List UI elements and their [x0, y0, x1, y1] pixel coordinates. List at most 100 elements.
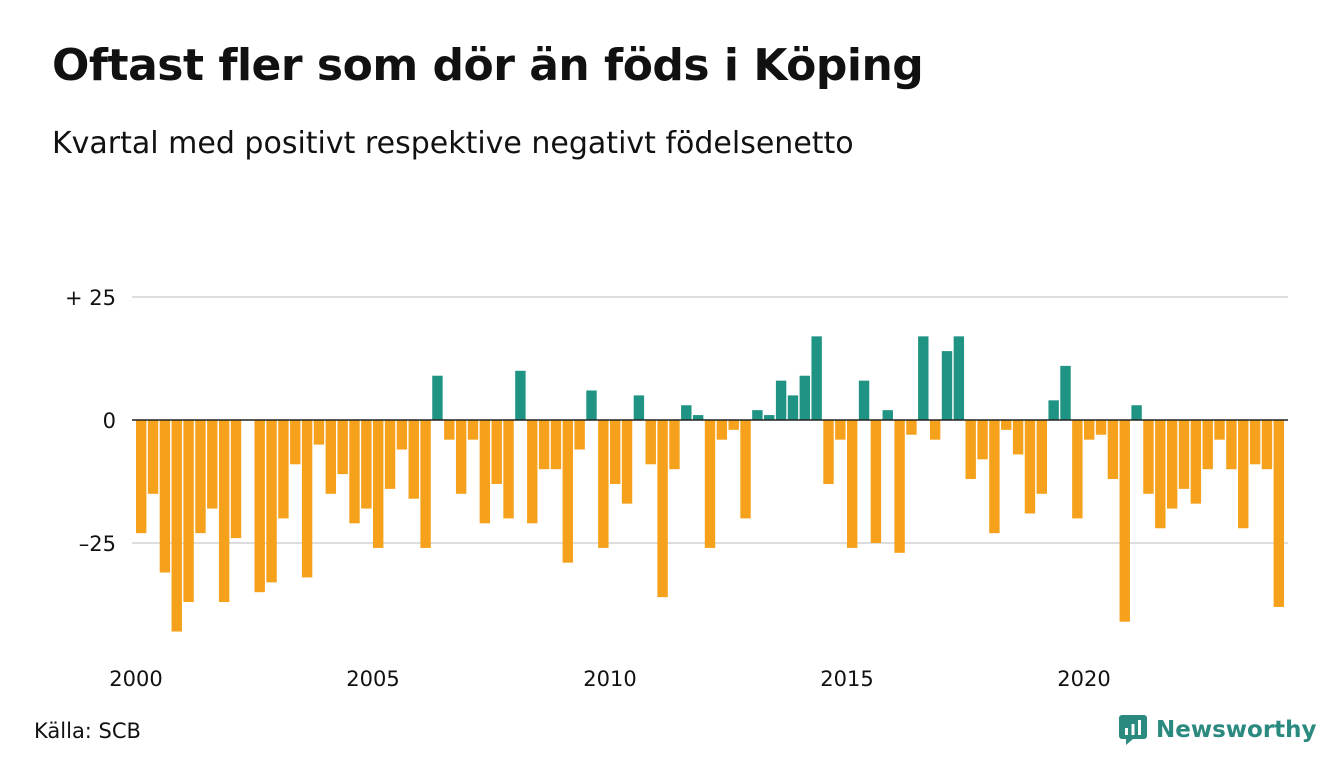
bar — [1178, 420, 1190, 489]
bar — [1048, 400, 1059, 420]
bar — [218, 420, 230, 603]
bar — [313, 420, 325, 445]
bar — [1214, 420, 1225, 440]
bar — [669, 420, 680, 470]
bar — [396, 420, 408, 450]
bar — [373, 420, 384, 548]
bar — [195, 420, 206, 534]
bar — [906, 420, 917, 435]
bar — [538, 420, 550, 470]
bar — [479, 420, 491, 524]
bar — [1143, 420, 1154, 494]
y-tick-label: 0 — [103, 409, 116, 433]
bar — [847, 420, 858, 548]
bar — [1060, 365, 1071, 420]
bar — [633, 395, 645, 420]
bar — [870, 420, 882, 543]
bar — [207, 420, 218, 509]
bar — [230, 420, 242, 539]
bar — [1249, 420, 1261, 465]
bar — [1202, 420, 1213, 470]
bar — [1107, 420, 1119, 480]
bar — [574, 420, 585, 450]
source-note: Källa: SCB — [34, 719, 141, 743]
bar — [989, 420, 1000, 534]
bar — [858, 380, 870, 420]
bar — [420, 420, 431, 548]
bar — [159, 420, 171, 573]
bar — [586, 390, 597, 420]
bar — [882, 410, 893, 420]
bar — [645, 420, 656, 465]
bar — [384, 420, 396, 489]
bar — [1155, 420, 1166, 529]
bar — [894, 420, 905, 553]
y-tick-label: + 25 — [65, 286, 116, 310]
bar — [491, 420, 502, 484]
bar — [1238, 420, 1249, 529]
bar — [704, 420, 716, 548]
bar — [278, 420, 289, 519]
x-tick-label: 2000 — [109, 667, 162, 691]
y-tick-label: –25 — [79, 532, 116, 556]
bar — [455, 420, 467, 494]
bar — [408, 420, 419, 499]
bar — [550, 420, 562, 470]
bar — [692, 415, 704, 420]
chart-subtitle: Kvartal med positivt respektive negativt… — [52, 126, 854, 161]
bar — [527, 420, 538, 524]
brand-name: Newsworthy — [1156, 717, 1317, 743]
bar — [716, 420, 728, 440]
bar — [764, 415, 775, 420]
bar — [835, 420, 846, 440]
bar — [1226, 420, 1237, 470]
bar — [1084, 420, 1095, 440]
bar — [823, 420, 834, 484]
chart-title: Oftast fler som dör än föds i Köping — [52, 40, 924, 91]
newsworthy-logo-icon — [1119, 715, 1147, 745]
bar — [562, 420, 573, 563]
bar — [503, 420, 514, 519]
bar — [811, 336, 822, 420]
x-tick-label: 2010 — [583, 667, 636, 691]
bar — [977, 420, 988, 460]
bar — [444, 420, 455, 440]
bar — [1190, 420, 1202, 504]
bar — [1166, 420, 1178, 509]
bar — [775, 380, 787, 420]
bar — [740, 420, 751, 519]
bar — [681, 405, 692, 420]
bar — [918, 336, 929, 420]
bar — [787, 395, 799, 420]
bar — [728, 420, 739, 430]
bar — [301, 420, 313, 578]
bar — [183, 420, 194, 603]
bar — [598, 420, 609, 548]
bar — [929, 420, 941, 440]
bar — [1036, 420, 1047, 494]
bar — [1024, 420, 1036, 514]
bar — [610, 420, 621, 484]
bar — [432, 375, 443, 420]
bar — [1012, 420, 1024, 455]
brand-logo: Newsworthy — [1118, 714, 1317, 746]
bar — [941, 351, 953, 420]
tick-labels: + 25 0 –25 2000 2005 2010 2015 2020 — [65, 286, 1111, 691]
bar — [752, 410, 763, 420]
bar — [965, 420, 976, 480]
bar — [799, 375, 810, 420]
bar — [953, 336, 965, 420]
bar — [337, 420, 348, 475]
bars — [136, 336, 1284, 632]
bar — [657, 420, 668, 598]
x-tick-label: 2015 — [820, 667, 873, 691]
bar — [515, 370, 526, 420]
bar — [325, 420, 336, 494]
x-tick-label: 2005 — [346, 667, 399, 691]
bar — [1273, 420, 1284, 607]
bar — [1095, 420, 1107, 435]
bar — [1072, 420, 1083, 519]
bar — [147, 420, 159, 494]
bar — [621, 420, 633, 504]
